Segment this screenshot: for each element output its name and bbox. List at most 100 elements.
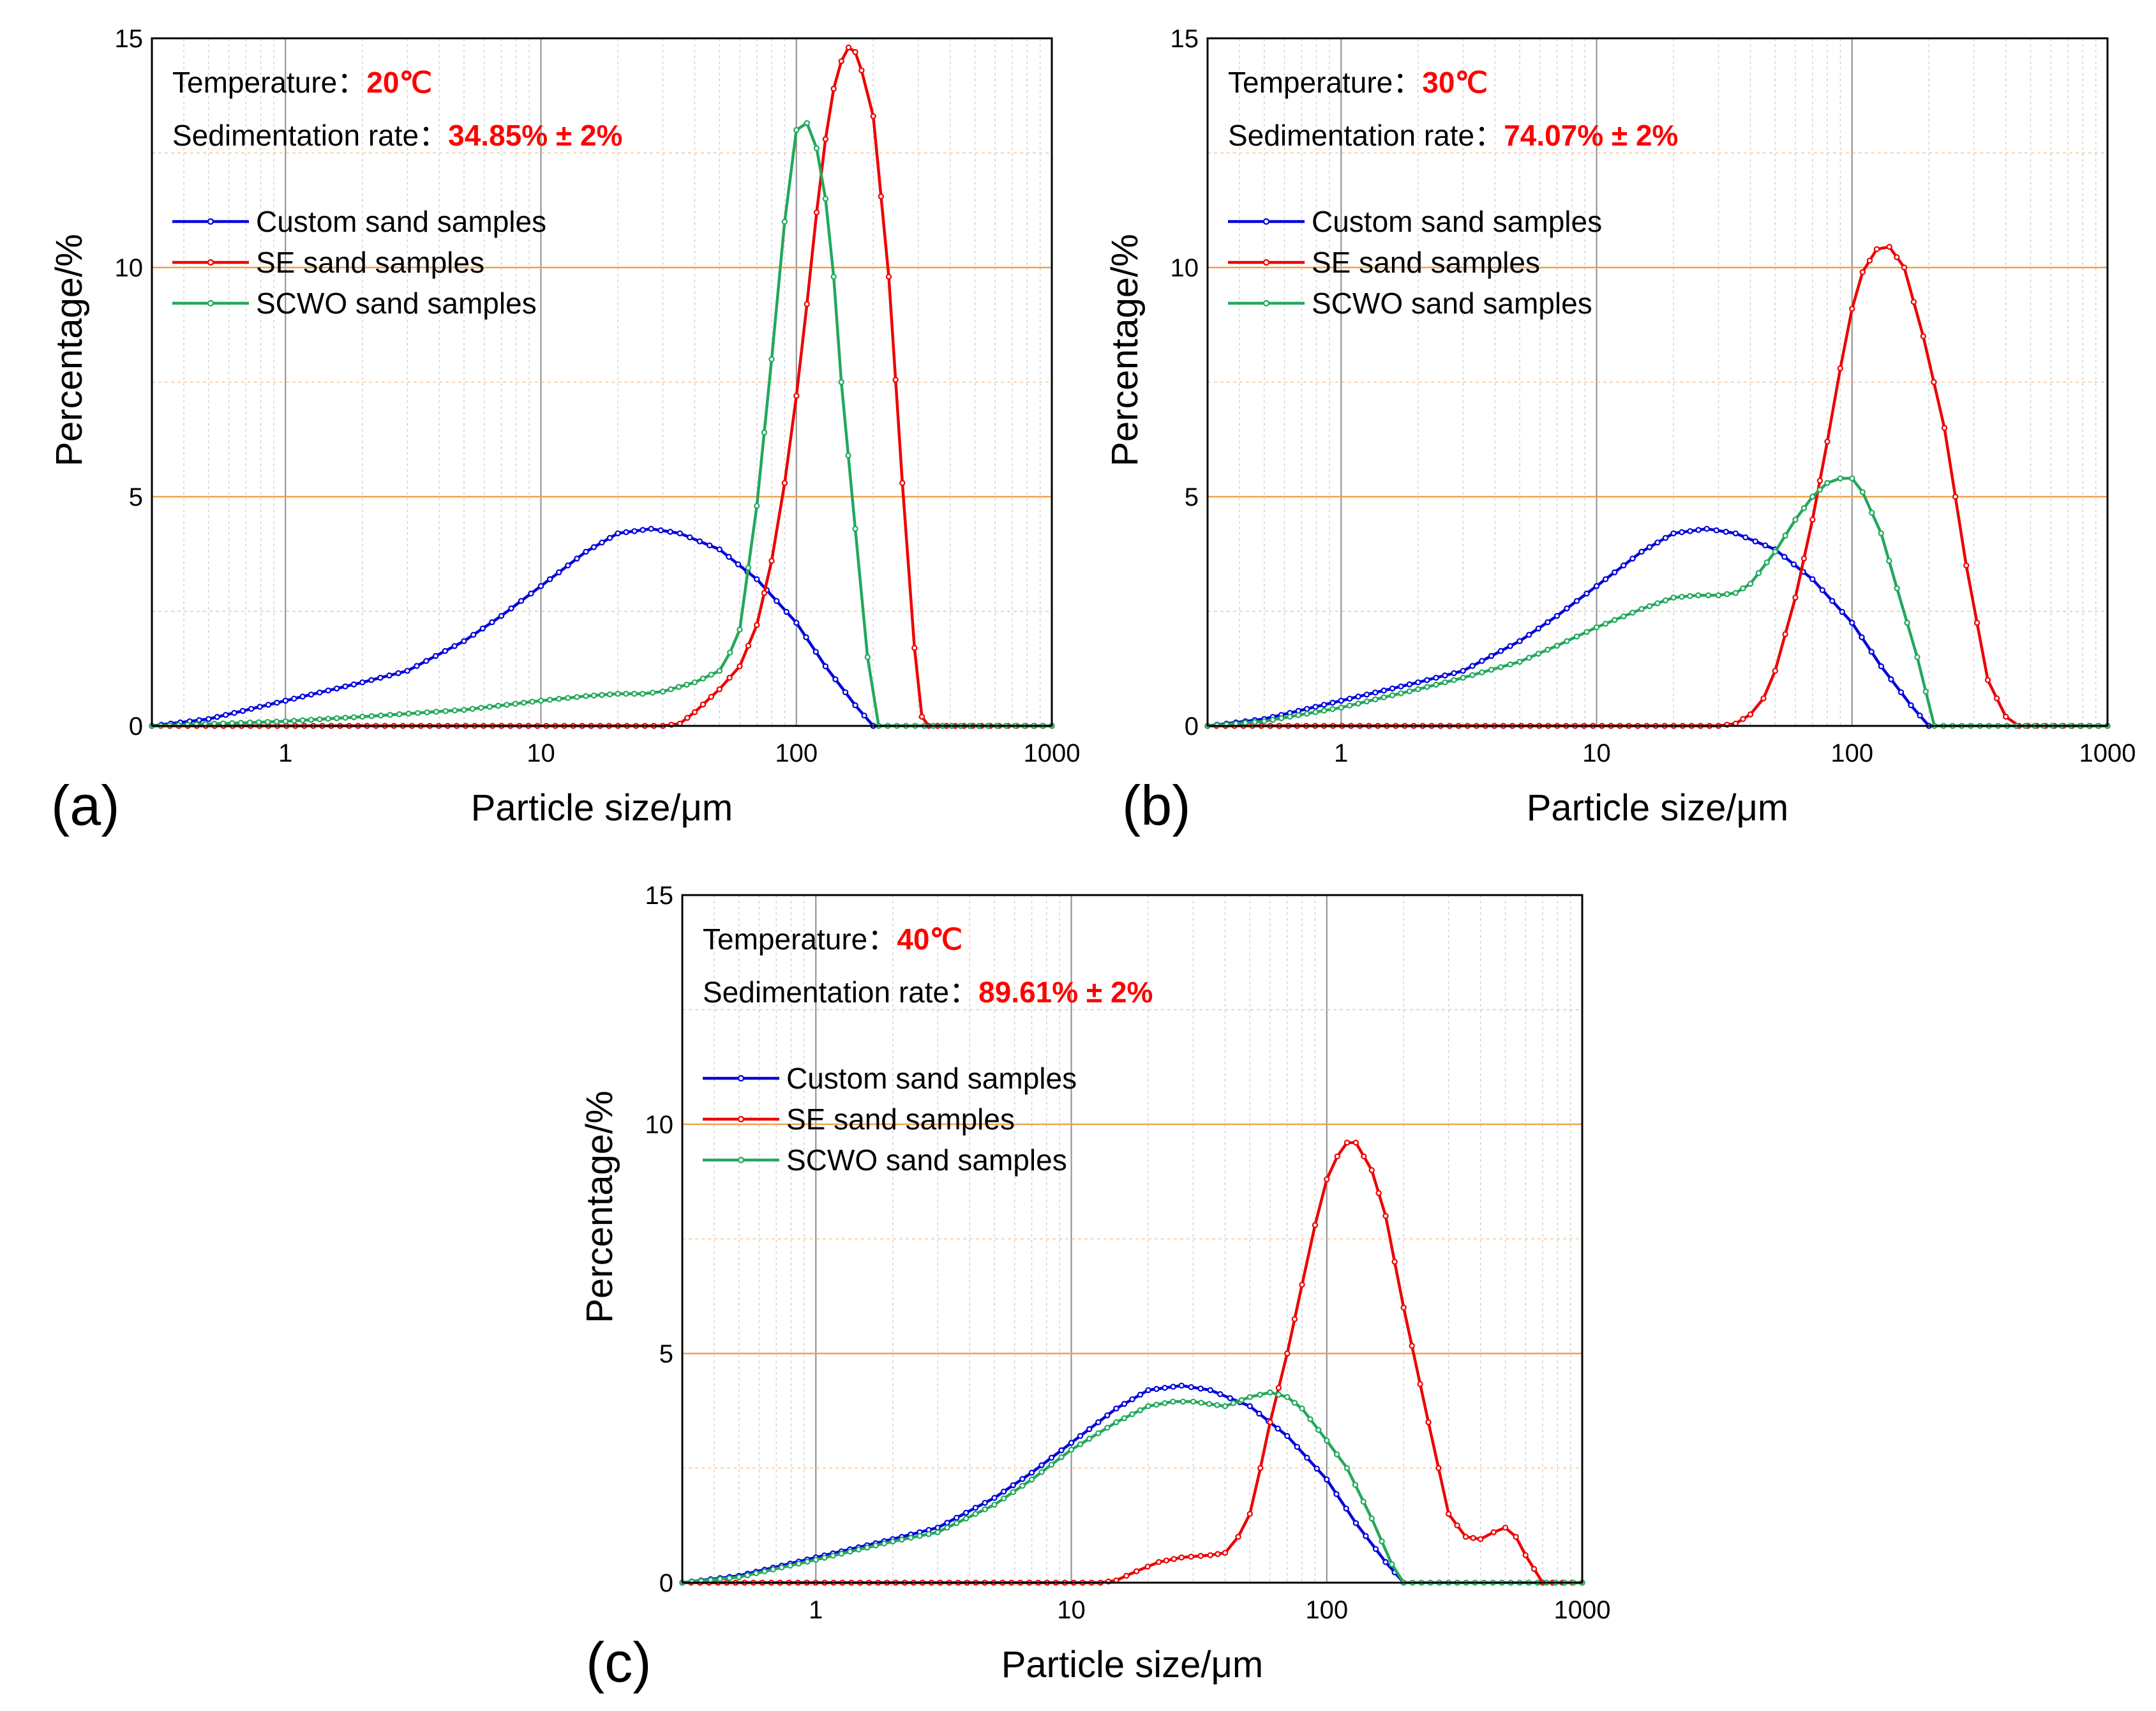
data-point (1593, 583, 1600, 589)
data-point (1372, 689, 1379, 696)
data-point (737, 626, 743, 633)
data-point (925, 1531, 932, 1537)
data-point (1038, 1469, 1045, 1475)
y-tick-label: 0 (129, 712, 143, 741)
data-point (1344, 1465, 1351, 1472)
data-point (518, 598, 525, 605)
data-point (1295, 712, 1302, 718)
data-point (396, 711, 403, 718)
data-point (1048, 1454, 1055, 1461)
data-point (1104, 1412, 1111, 1419)
data-point (1214, 1402, 1220, 1408)
data-point (1389, 692, 1396, 698)
data-point (1267, 1419, 1273, 1426)
legend: Custom sand samples SE sand samples SCWO s… (703, 1062, 1077, 1177)
data-point (1321, 702, 1328, 708)
data-point (830, 273, 837, 280)
y-tick-label: 0 (659, 1569, 673, 1597)
data-point (282, 697, 288, 704)
data-point (1781, 554, 1788, 560)
x-tick-label: 10 (1582, 739, 1611, 767)
data-point (1460, 674, 1466, 681)
annotation-value: 89.61% ± 2% (978, 976, 1153, 1009)
data-point (1629, 555, 1636, 562)
y-tick-label: 5 (659, 1340, 673, 1368)
data-point (1816, 478, 1823, 484)
legend-marker (207, 259, 214, 266)
data-point (546, 697, 553, 703)
legend: Custom sand samples SE sand samples SCWO s… (1228, 205, 1602, 320)
data-point (768, 557, 775, 564)
data-point (325, 716, 331, 722)
data-point (1238, 1397, 1245, 1403)
data-point (1513, 1534, 1519, 1540)
data-point (451, 707, 458, 714)
data-point (1583, 629, 1590, 635)
data-point (991, 1495, 998, 1501)
data-point (1809, 516, 1816, 523)
data-point (1497, 648, 1504, 654)
y-axis-title: Percentage/% (1104, 234, 1146, 466)
data-point (565, 695, 571, 701)
legend-marker (737, 1074, 745, 1082)
data-point (832, 676, 839, 682)
data-point (813, 209, 820, 216)
data-point (1038, 1462, 1045, 1468)
data-point (1352, 1139, 1359, 1146)
data-point (781, 479, 788, 486)
data-point (1304, 1454, 1310, 1461)
data-point (1382, 1212, 1389, 1219)
series-line (682, 1384, 1405, 1585)
data-point (1732, 590, 1739, 596)
data-point (1713, 527, 1719, 534)
data-point (1409, 1343, 1415, 1349)
data-point (1355, 693, 1361, 700)
data-point (1361, 1153, 1367, 1160)
data-point (1564, 605, 1570, 612)
data-point (1113, 1419, 1119, 1426)
data-point (934, 1529, 941, 1535)
data-point (405, 710, 412, 717)
data-point (804, 120, 811, 126)
data-point (691, 709, 698, 716)
data-point (1837, 365, 1844, 372)
data-point (565, 562, 571, 569)
data-point (1424, 684, 1430, 690)
annotation-label: Temperature： (172, 66, 366, 99)
data-point (1479, 658, 1485, 665)
data-point (1299, 1405, 1305, 1412)
data-point (196, 717, 202, 723)
data-point (1488, 652, 1495, 660)
data-point (1198, 1399, 1204, 1406)
data-point (1188, 1383, 1194, 1391)
data-point (1278, 715, 1285, 721)
data-point (770, 1566, 777, 1572)
data-point (768, 356, 775, 363)
data-point (1307, 1416, 1314, 1422)
data-point (1516, 638, 1523, 644)
data-point (1621, 562, 1627, 569)
data-point (1984, 677, 1991, 683)
data-point (469, 705, 476, 712)
data-point (1324, 1437, 1330, 1444)
data-point (1389, 685, 1396, 692)
data-point (1137, 1407, 1144, 1413)
data-point (761, 590, 768, 596)
legend-label: SCWO sand samples (256, 287, 537, 320)
data-point (1389, 1561, 1395, 1567)
data-point (1819, 587, 1825, 594)
data-point (1363, 691, 1370, 698)
gridlines (151, 38, 1052, 726)
data-point (1346, 702, 1353, 709)
data-point (1800, 555, 1808, 562)
data-point (1256, 1410, 1262, 1417)
data-point (1894, 254, 1900, 260)
data-point (1724, 591, 1730, 598)
data-point (745, 564, 752, 571)
data-point (1646, 603, 1653, 610)
data-point (1321, 707, 1328, 714)
data-point (1303, 705, 1310, 712)
data-point (1217, 1391, 1224, 1398)
data-point (1129, 1411, 1135, 1417)
data-point (1299, 1281, 1305, 1288)
